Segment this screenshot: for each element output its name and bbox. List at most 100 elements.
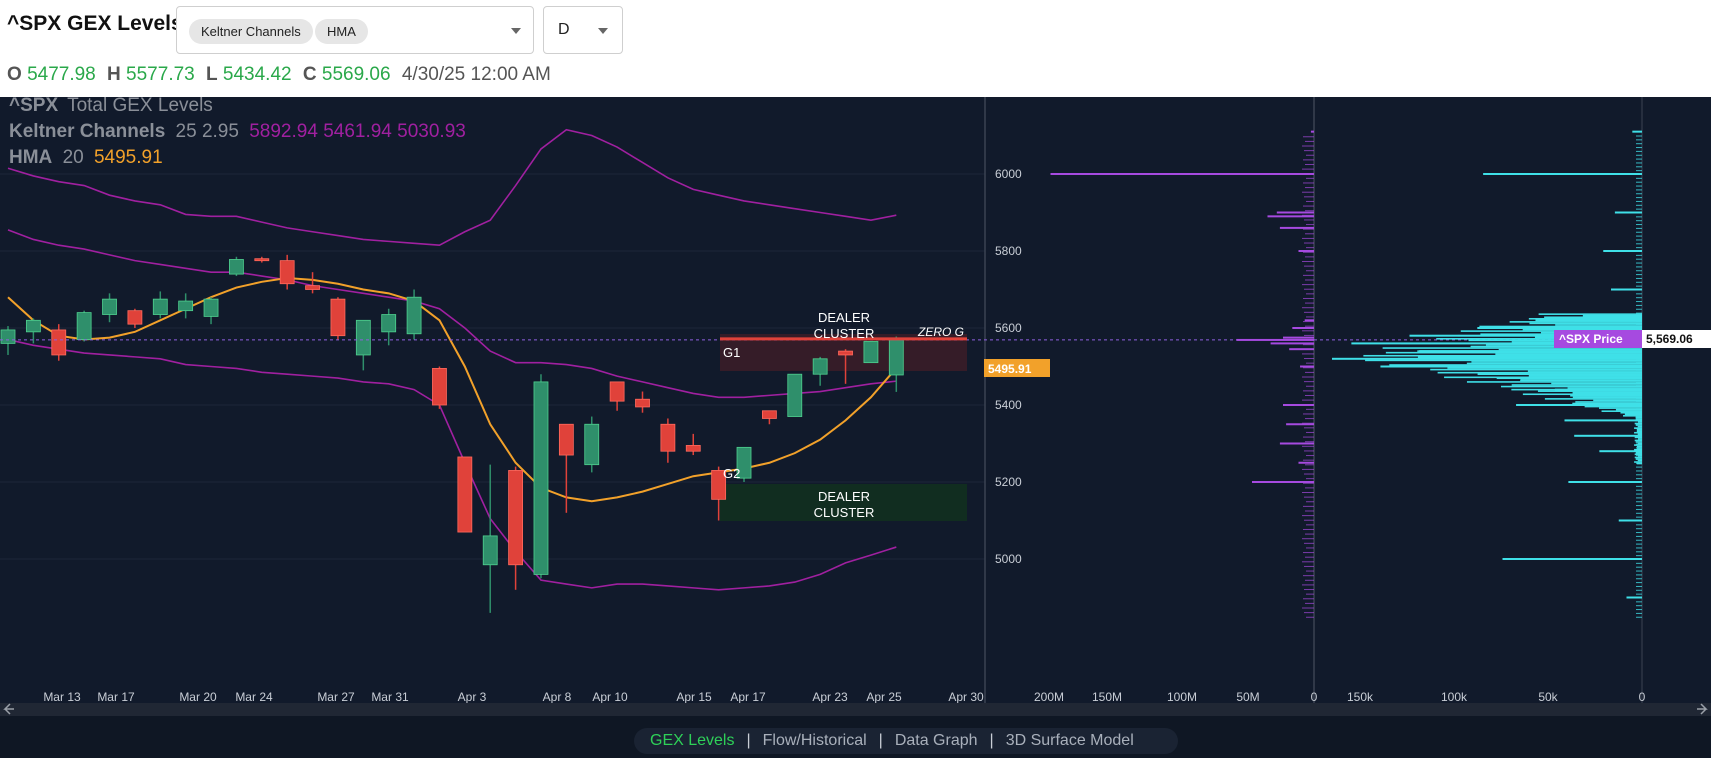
gex-tick <box>1306 501 1314 503</box>
gex-tick <box>1304 311 1314 313</box>
legend-keltner-values: 5892.94 5461.94 5030.93 <box>249 121 466 142</box>
candle-body <box>76 312 92 340</box>
gex-tick <box>1306 431 1314 433</box>
gex-tick <box>1304 565 1314 567</box>
vol-bar-fill <box>1509 321 1642 323</box>
indicator-select[interactable]: Keltner Channels HMA <box>176 6 534 54</box>
indicator-chip-hma[interactable]: HMA <box>315 19 368 44</box>
vol-bar-fill <box>1436 338 1642 340</box>
candle-body <box>711 470 727 500</box>
gex-tick <box>1306 154 1314 156</box>
time-scrollbar[interactable] <box>0 703 1711 716</box>
vol-bar-fill <box>1615 408 1642 411</box>
gex-tick <box>1306 524 1314 526</box>
candle <box>152 291 168 319</box>
vol-tick <box>1636 304 1642 306</box>
vol-tick <box>1636 227 1642 229</box>
vol-bar-fill <box>1635 418 1642 420</box>
vol-bar-fill <box>1623 415 1642 417</box>
vol-tick <box>1636 535 1642 537</box>
vol-tick <box>1636 270 1642 272</box>
gex-tick <box>1306 385 1314 387</box>
gex-tick <box>1302 284 1314 286</box>
dealer-cluster-lower-zone <box>720 484 967 521</box>
vol-tick <box>1636 351 1642 353</box>
gex-bar <box>1286 423 1314 426</box>
gex-tick <box>1306 593 1314 595</box>
candle <box>736 446 752 482</box>
vol-tick <box>1636 562 1642 564</box>
tab-flow-historical[interactable]: Flow/Historical <box>762 732 867 749</box>
bar-datetime: 4/30/25 12:00 AM <box>401 64 551 85</box>
price-tag-label: ^SPX Price <box>1559 332 1623 346</box>
gex-tick-label: 200M <box>1034 690 1064 704</box>
candle-body <box>736 446 752 479</box>
close-label: C <box>302 64 317 85</box>
legend-series-title: Total GEX Levels <box>67 97 213 116</box>
vol-tick <box>1636 135 1642 137</box>
view-tabs: GEX Levels | Flow/Historical | Data Graph | 3D… <box>634 728 1178 754</box>
vol-bar-fill <box>1511 388 1642 391</box>
gex-tick <box>1303 505 1314 507</box>
vol-bar-fill <box>1389 364 1642 366</box>
gex-tick-label: 0 <box>1311 690 1318 704</box>
vol-bar-fill <box>1582 314 1642 317</box>
vol-tick <box>1636 612 1642 614</box>
gex-tick <box>1303 367 1314 369</box>
candle-body <box>584 423 600 466</box>
vol-bar-fill <box>1430 368 1642 371</box>
vol-bar-fill <box>1634 422 1642 425</box>
gex-tick <box>1305 163 1314 165</box>
legend-hma-name: HMA <box>9 147 53 168</box>
vol-tick <box>1636 189 1642 191</box>
vol-tick <box>1636 212 1642 214</box>
vol-bar-fill <box>1522 328 1642 331</box>
legend-title: ^SPX Total GEX Levels <box>9 97 213 116</box>
candle <box>0 326 16 355</box>
tab-separator: | <box>989 732 994 749</box>
vol-bar-fill <box>1477 373 1642 376</box>
indicator-chip-keltner[interactable]: Keltner Channels <box>189 19 313 44</box>
vol-bar-fill <box>1599 407 1642 409</box>
vol-tick <box>1636 555 1642 557</box>
candle <box>812 356 828 386</box>
vol-tick <box>1636 177 1642 179</box>
vol-bar-fill <box>1385 351 1642 354</box>
tab-gex-levels[interactable]: GEX Levels <box>650 732 735 749</box>
vol-bar <box>1599 450 1642 453</box>
tab-data-graph[interactable]: Data Graph <box>894 732 978 749</box>
gex-tick <box>1305 441 1314 443</box>
vol-tick <box>1636 405 1642 406</box>
vol-bar <box>1618 519 1642 522</box>
gex-tick <box>1302 307 1314 309</box>
chevron-down-icon[interactable] <box>511 28 521 34</box>
vol-tick <box>1636 154 1642 156</box>
candle <box>558 423 574 513</box>
timeframe-select[interactable]: D <box>543 6 623 54</box>
candle <box>432 366 447 409</box>
price-tag-value-bg <box>1642 330 1711 348</box>
tab-3d-surface-model[interactable]: 3D Surface Model <box>1005 732 1134 749</box>
vol-tick <box>1636 482 1642 483</box>
vol-bar-fill <box>1637 425 1642 428</box>
gex-tick <box>1304 334 1314 336</box>
price-chart[interactable]: 5000 5200 5400 5600 5800 6000 Mar 13 Mar 17 Mar … <box>0 97 1711 716</box>
gex-tick <box>1302 492 1314 494</box>
vol-tick <box>1636 235 1642 237</box>
vol-tick <box>1636 320 1642 322</box>
vol-bar-fill <box>1551 382 1642 385</box>
vol-tick <box>1636 505 1642 507</box>
chevron-down-icon[interactable] <box>598 28 608 34</box>
arrow-right-icon[interactable] <box>1697 703 1708 715</box>
vol-bar-fill <box>1437 371 1642 374</box>
date-tick-label: Mar 31 <box>371 690 409 704</box>
candle <box>330 297 346 340</box>
low-value: 5434.42 <box>222 64 292 85</box>
candle-body <box>762 410 777 419</box>
vol-bar <box>1568 481 1642 483</box>
arrow-left-icon[interactable] <box>3 703 14 715</box>
candle <box>584 416 600 473</box>
vol-bar-fill <box>1382 347 1642 349</box>
vol-bar-fill <box>1634 456 1642 459</box>
vol-bar-fill <box>1417 350 1642 352</box>
